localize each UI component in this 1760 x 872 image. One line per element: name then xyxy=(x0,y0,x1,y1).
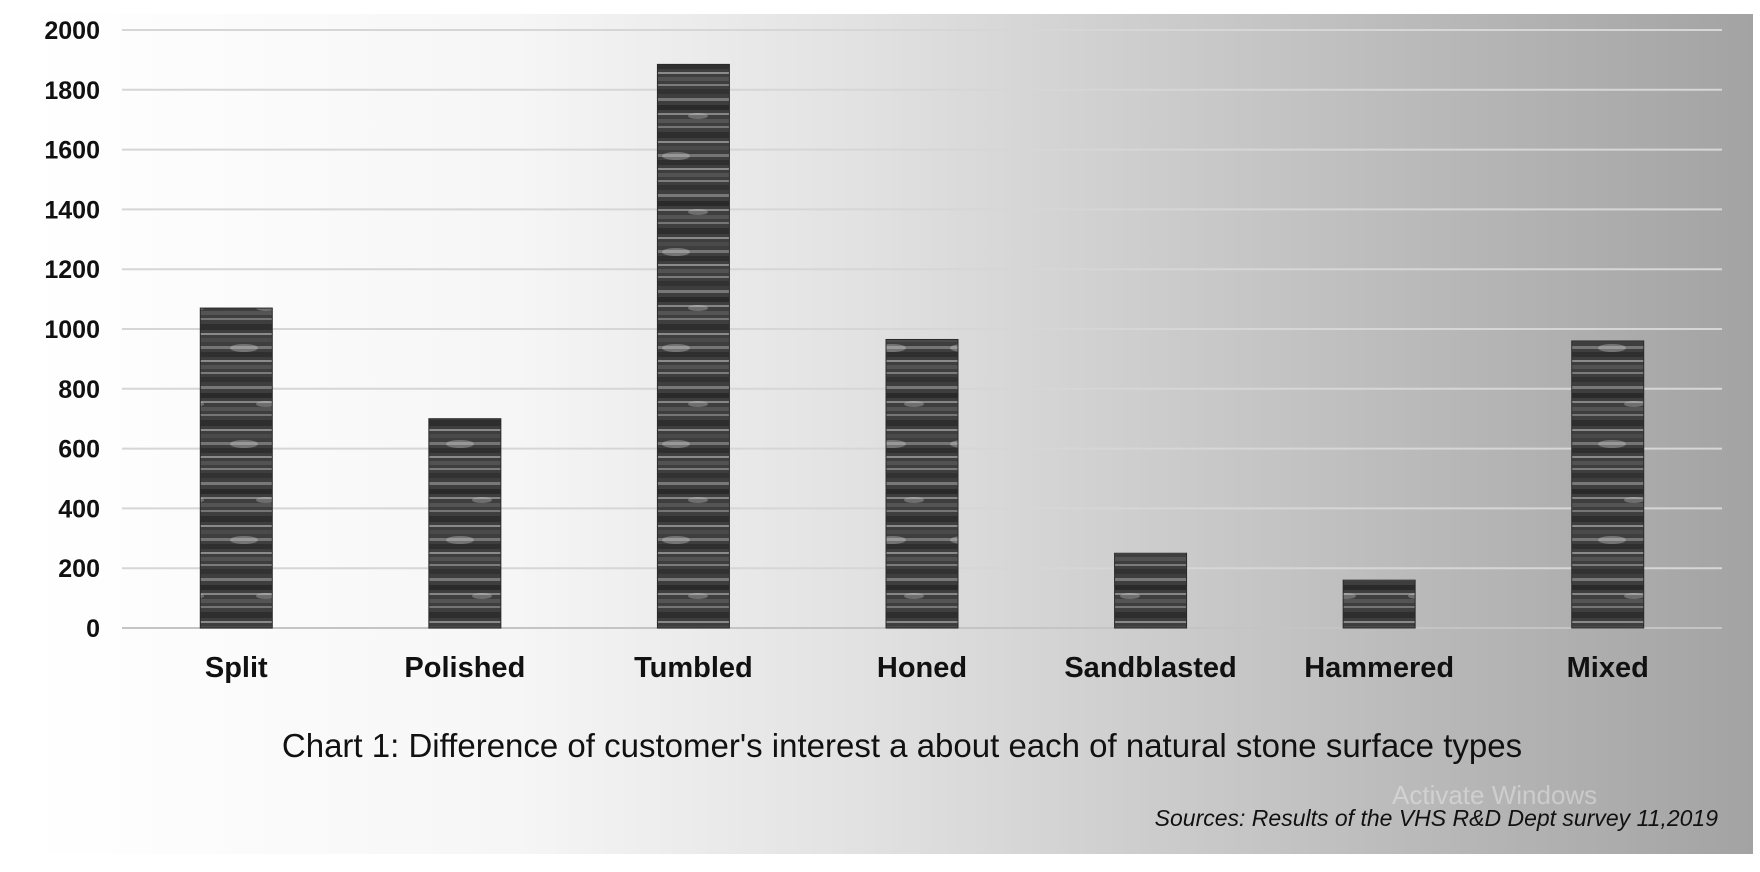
bar-honed xyxy=(885,338,959,629)
x-tick-label: Honed xyxy=(877,652,967,684)
x-tick-label: Split xyxy=(205,652,268,684)
chart-source: Sources: Results of the VHS R&D Dept sur… xyxy=(1155,805,1719,831)
y-tick-label: 800 xyxy=(58,376,100,404)
x-tick-label: Polished xyxy=(404,652,525,684)
y-tick-label: 1000 xyxy=(44,316,100,344)
y-tick-label: 1200 xyxy=(44,256,100,284)
y-tick-label: 1400 xyxy=(44,196,100,224)
activate-windows-watermark: Activate Windows xyxy=(1392,780,1597,810)
x-tick-label: Hammered xyxy=(1304,652,1454,684)
bar-tumbled xyxy=(656,63,730,629)
y-tick-label: 400 xyxy=(58,495,100,523)
y-tick-label: 200 xyxy=(58,555,100,583)
x-tick-label: Mixed xyxy=(1567,652,1649,684)
y-tick-label: 1600 xyxy=(44,137,100,165)
bar-mixed xyxy=(1571,340,1645,629)
chart-caption: Chart 1: Difference of customer's intere… xyxy=(282,727,1522,764)
x-tick-label: Tumbled xyxy=(634,652,753,684)
bar-hammered xyxy=(1342,579,1416,629)
y-tick-label: 0 xyxy=(86,615,100,643)
bar-split xyxy=(199,307,273,629)
y-tick-label: 1800 xyxy=(44,77,100,105)
bar-polished xyxy=(428,418,502,629)
x-tick-label: Sandblasted xyxy=(1064,652,1236,684)
y-tick-label: 600 xyxy=(58,436,100,464)
bar-sandblasted xyxy=(1114,552,1188,629)
y-tick-label: 2000 xyxy=(44,17,100,45)
